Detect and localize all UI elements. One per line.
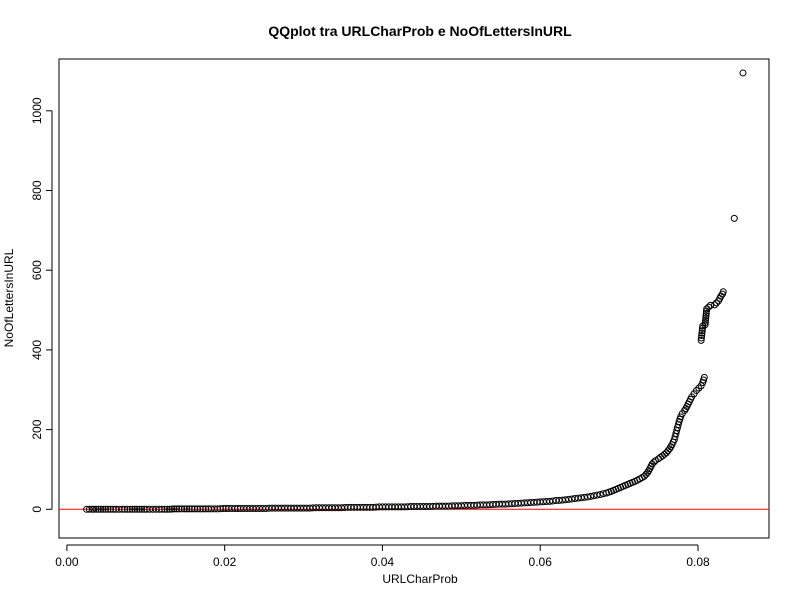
y-tick-label: 400: [30, 340, 44, 360]
data-point: [605, 488, 613, 496]
data-point: [158, 505, 166, 513]
x-tick-label: 0.06: [529, 555, 553, 569]
x-tick-label: 0.08: [686, 555, 710, 569]
y-axis-label: NoOfLettersInURL: [2, 248, 16, 347]
data-point: [702, 312, 710, 320]
data-point: [104, 505, 112, 513]
data-point: [138, 505, 146, 513]
data-point: [702, 309, 710, 317]
data-point: [697, 334, 705, 342]
y-axis: 0 200 400 600 800 1000: [30, 97, 53, 513]
data-point: [719, 288, 727, 296]
y-tick-label: 0: [30, 506, 44, 513]
data-point: [697, 336, 705, 344]
data-point: [702, 316, 710, 324]
data-point: [624, 480, 632, 488]
data-point: [593, 491, 601, 499]
data-point: [173, 505, 181, 513]
data-point: [650, 458, 658, 466]
x-axis-label: URLCharProb: [382, 572, 458, 586]
data-point: [730, 214, 738, 222]
data-point: [590, 492, 598, 500]
data-point: [161, 505, 169, 513]
data-point: [128, 505, 136, 513]
data-point: [131, 505, 139, 513]
y-tick-label: 200: [30, 419, 44, 439]
data-point: [135, 505, 143, 513]
data-point: [700, 376, 708, 384]
x-tick-label: 0.00: [55, 555, 79, 569]
data-point: [702, 307, 710, 315]
data-point: [170, 505, 178, 513]
data-point: [587, 492, 595, 500]
data-point: [702, 314, 710, 322]
data-point: [180, 505, 188, 513]
data-point: [739, 69, 747, 77]
data-point: [168, 505, 176, 513]
data-point: [687, 395, 695, 403]
data-point: [614, 484, 622, 492]
data-point: [610, 486, 618, 494]
data-point: [107, 505, 115, 513]
data-point: [676, 415, 684, 423]
data-point: [94, 505, 102, 513]
data-point: [698, 332, 706, 340]
data-point: [705, 303, 713, 311]
x-tick-label: 0.04: [371, 555, 395, 569]
data-point: [703, 305, 711, 313]
chart-title: QQplot tra URLCharProb e NoOfLettersInUR…: [268, 23, 572, 39]
data-point: [584, 493, 592, 501]
data-point: [165, 505, 173, 513]
data-point: [701, 319, 709, 327]
data-point: [178, 505, 186, 513]
data-point: [92, 505, 100, 513]
data-point: [126, 505, 134, 513]
data-point: [85, 505, 93, 513]
data-point: [660, 450, 668, 458]
data-point: [102, 505, 110, 513]
x-tick-label: 0.02: [213, 555, 237, 569]
data-point: [698, 329, 706, 337]
data-point: [97, 505, 105, 513]
data-point: [707, 301, 715, 309]
data-point: [183, 505, 191, 513]
data-point: [121, 505, 129, 513]
data-point: [695, 384, 703, 392]
x-axis: 0.00 0.02 0.04 0.06 0.08: [55, 544, 710, 569]
data-point: [716, 295, 724, 302]
data-point: [619, 482, 627, 490]
data-point: [698, 324, 706, 332]
y-tick-label: 800: [30, 180, 44, 200]
data-point: [133, 505, 141, 513]
data-point: [163, 505, 171, 513]
data-point: [123, 505, 131, 513]
y-tick-label: 600: [30, 260, 44, 280]
y-tick-label: 1000: [30, 97, 44, 124]
data-point: [692, 387, 700, 395]
data-point: [698, 327, 706, 335]
data-point: [99, 505, 107, 513]
data-point: [118, 505, 126, 513]
data-point: [596, 491, 604, 499]
data-point: [90, 505, 98, 513]
plot-frame: [58, 58, 770, 539]
data-point: [711, 301, 719, 309]
points-layer: [83, 69, 747, 513]
